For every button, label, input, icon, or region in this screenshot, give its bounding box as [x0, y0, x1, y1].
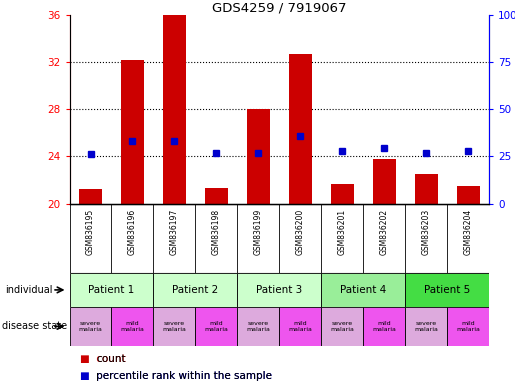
Text: percentile rank within the sample: percentile rank within the sample — [96, 371, 272, 381]
Bar — [153, 307, 196, 346]
Bar — [280, 307, 321, 346]
Bar — [205, 188, 228, 204]
Text: GSM836197: GSM836197 — [170, 209, 179, 255]
Text: GSM836203: GSM836203 — [422, 209, 431, 255]
Bar — [121, 60, 144, 204]
Text: individual: individual — [6, 285, 53, 295]
Bar — [70, 273, 153, 307]
Bar — [237, 273, 321, 307]
Text: mild
malaria: mild malaria — [121, 321, 144, 332]
Title: GDS4259 / 7919067: GDS4259 / 7919067 — [212, 1, 347, 14]
Text: severe
malaria: severe malaria — [415, 321, 438, 332]
Bar — [289, 54, 312, 204]
Text: count: count — [96, 354, 126, 364]
Bar — [373, 159, 396, 204]
Bar — [405, 307, 448, 346]
Text: ■  percentile rank within the sample: ■ percentile rank within the sample — [80, 371, 272, 381]
Text: GSM836199: GSM836199 — [254, 209, 263, 255]
Bar — [195, 307, 237, 346]
Bar — [247, 109, 270, 204]
Text: severe
malaria: severe malaria — [331, 321, 354, 332]
Text: mild
malaria: mild malaria — [204, 321, 228, 332]
Text: mild
malaria: mild malaria — [288, 321, 312, 332]
Text: mild
malaria: mild malaria — [372, 321, 396, 332]
Bar — [111, 307, 153, 346]
Bar — [457, 186, 480, 204]
Text: Patient 5: Patient 5 — [424, 285, 470, 295]
Bar — [321, 273, 405, 307]
Text: GSM836202: GSM836202 — [380, 209, 389, 255]
Text: GSM836201: GSM836201 — [338, 209, 347, 255]
Bar — [70, 307, 111, 346]
Text: severe
malaria: severe malaria — [247, 321, 270, 332]
Text: Patient 1: Patient 1 — [89, 285, 134, 295]
Bar — [163, 15, 186, 204]
Bar — [237, 307, 280, 346]
Bar — [153, 273, 237, 307]
Text: severe
malaria: severe malaria — [163, 321, 186, 332]
Bar — [331, 184, 354, 204]
Text: GSM836196: GSM836196 — [128, 209, 137, 255]
Bar — [364, 307, 405, 346]
Text: Patient 3: Patient 3 — [256, 285, 302, 295]
Bar — [79, 189, 102, 204]
Bar — [405, 273, 489, 307]
Text: ■  count: ■ count — [80, 354, 126, 364]
Bar — [447, 307, 489, 346]
Text: GSM836204: GSM836204 — [464, 209, 473, 255]
Text: GSM836195: GSM836195 — [86, 209, 95, 255]
Text: GSM836198: GSM836198 — [212, 209, 221, 255]
Bar — [415, 174, 438, 204]
Bar — [321, 307, 364, 346]
Text: GSM836200: GSM836200 — [296, 209, 305, 255]
Text: mild
malaria: mild malaria — [456, 321, 480, 332]
Text: severe
malaria: severe malaria — [79, 321, 102, 332]
Text: disease state: disease state — [2, 321, 67, 331]
Text: Patient 2: Patient 2 — [173, 285, 218, 295]
Text: Patient 4: Patient 4 — [340, 285, 386, 295]
